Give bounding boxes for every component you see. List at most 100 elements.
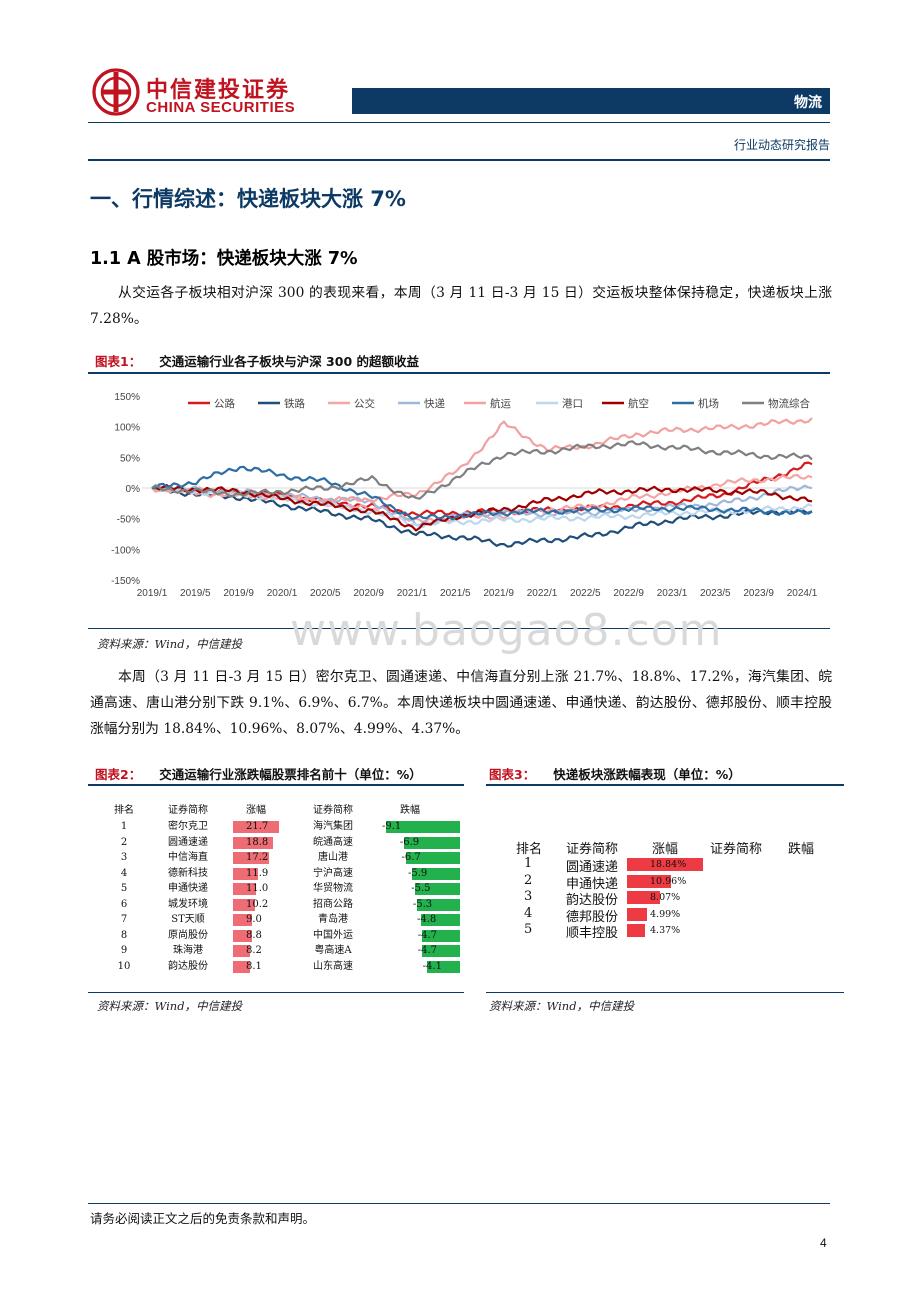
table2-down-label: -4.8 [416, 914, 437, 925]
table2-down-name: 粤高速A [314, 945, 352, 956]
figure-2-rule-top [88, 784, 464, 786]
header-rule [88, 122, 830, 123]
legend-item: 铁路 [258, 397, 305, 410]
x-tick-label: 2023/9 [743, 588, 774, 599]
table2-header: 证券简称 [168, 805, 208, 816]
table2-up-name: 原尚股份 [168, 929, 208, 941]
legend-label: 机场 [698, 397, 719, 410]
table2-up-bar [233, 914, 253, 926]
legend-label: 物流综合 [768, 397, 810, 410]
legend-label: 公交 [354, 397, 375, 410]
x-tick-label: 2023/5 [700, 588, 731, 599]
table2-up-bar [233, 945, 251, 957]
table3-up-bar [627, 924, 645, 937]
legend-item: 物流综合 [742, 397, 810, 410]
series-line-航空 [151, 483, 813, 532]
table2-rank: 7 [120, 914, 128, 925]
table2-down-label: -6.7 [401, 852, 421, 863]
table2-up-bar [233, 883, 257, 895]
table2-down-label: -9.1 [382, 821, 402, 832]
figure-1-title: 图表1： 交通运输行业各子板块与沪深 300 的超额收益 [95, 351, 419, 370]
table3-header: 跌幅 [788, 842, 815, 857]
y-tick-label: 100% [114, 423, 140, 434]
series-line-铁路 [151, 485, 813, 548]
legend-label: 港口 [562, 398, 583, 410]
y-tick-label: -100% [111, 545, 140, 556]
legend-label: 铁路 [284, 397, 305, 410]
legend-item: 港口 [536, 398, 583, 410]
table2-header: 跌幅 [400, 805, 420, 816]
table2-down-bar [421, 929, 460, 942]
table2-down-name: 招商公路 [313, 898, 353, 910]
x-tick-label: 2022/1 [527, 588, 558, 599]
y-tick-label: -50% [117, 515, 140, 526]
x-tick-label: 2022/5 [570, 588, 601, 599]
table2-rank: 4 [120, 867, 128, 879]
table2-down-name: 皖通高速 [313, 836, 353, 848]
table2-down-bar [421, 945, 460, 957]
section-title: 物流 [794, 95, 822, 111]
table2-up-bar [233, 821, 279, 833]
figure-1-label: 图表1： [95, 354, 142, 369]
table2-rank: 10 [117, 960, 131, 972]
table2-up-name: 城发环境 [168, 898, 208, 910]
figure-2-rule-bottom [88, 992, 464, 993]
table2-rank: 6 [120, 898, 128, 910]
table3-header: 排名 [516, 842, 543, 857]
table2-down-label: -5.9 [408, 867, 428, 879]
x-tick-label: 2024/1 [787, 588, 818, 599]
table2-down-bar [415, 883, 460, 895]
table2-down-name: 海汽集团 [313, 821, 353, 832]
table2-down-bar [416, 898, 460, 911]
x-tick-label: 2021/5 [440, 588, 471, 599]
series-line-港口 [151, 485, 813, 528]
table2-down-bar [403, 836, 460, 849]
table2-down-name: 青岛港 [318, 914, 348, 925]
table2-up-label: 8.2 [246, 945, 262, 956]
table2-down-bar [426, 960, 460, 973]
figure-3-caption: 快递板块涨跌幅表现（单位：%） [553, 767, 741, 782]
figure-3-source: 资料来源：Wind，中信建投 [489, 999, 635, 1013]
table2-rank: 3 [120, 852, 128, 863]
table3-up-label: 4.37% [650, 925, 681, 936]
figure-3-rule-top [486, 784, 844, 786]
figure-1-rule-top [88, 372, 830, 374]
table2-up-label: 8.8 [246, 929, 262, 941]
table2-up-name: 申通快递 [168, 883, 208, 894]
x-tick-label: 2019/9 [223, 588, 254, 599]
table2-rank: 9 [120, 945, 128, 956]
table3-rank: 3 [524, 889, 533, 904]
table2-up-bar [233, 867, 259, 880]
x-tick-label: 2020/9 [353, 588, 384, 599]
footer-rule [88, 1203, 830, 1204]
table3-up-label: 8.07% [650, 892, 681, 903]
x-tick-label: 2021/9 [483, 588, 514, 599]
disclaimer-note: 请务必阅读正文之后的免责条款和声明。 [90, 1211, 316, 1226]
top-ten-movers-table: 排名 证券简称 涨幅 证券简称 跌幅 1 密尔克卫 21.7 海汽集团 -9.1 2 圆通速递 18.8… [110, 804, 470, 984]
table2-up-bar [233, 929, 252, 942]
express-sector-table: 排名 证券简称 涨幅 证券简称 跌幅 1 圆通速递 18.84% 2 申通快递 10.96% 3 韵达股… [496, 838, 836, 948]
series-line-机场 [152, 465, 813, 521]
y-tick-label: -150% [111, 576, 140, 587]
table2-up-label: 10.2 [246, 898, 269, 910]
table2-up-name: 珠海港 [173, 945, 203, 956]
table2-up-name: 密尔克卫 [168, 821, 208, 832]
table3-up-bar [627, 874, 672, 888]
report-type: 行业动态研究报告 [733, 138, 830, 152]
figure-2-label: 图表2： [95, 767, 142, 782]
y-tick-label: 50% [120, 453, 140, 464]
table2-up-label: 21.7 [246, 821, 269, 832]
table3-name: 韵达股份 [566, 893, 619, 908]
table2-up-label: 17.2 [246, 852, 269, 863]
table2-up-name: 韵达股份 [168, 960, 208, 972]
table3-up-bar [627, 891, 660, 904]
figure-3-title: 图表3： 快递板块涨跌幅表现（单位：%） [489, 764, 741, 783]
table2-down-name: 唐山港 [318, 852, 348, 863]
table3-rank: 4 [524, 905, 533, 921]
table2-down-name: 华贸物流 [313, 883, 353, 894]
table2-up-name: 德新科技 [168, 867, 208, 879]
table2-down-label: -6.9 [399, 836, 420, 848]
y-tick-label: 150% [114, 392, 140, 403]
figure-2-caption: 交通运输行业涨跌幅股票排名前十（单位：%） [159, 767, 422, 782]
table2-down-name: 宁沪高速 [313, 867, 353, 879]
